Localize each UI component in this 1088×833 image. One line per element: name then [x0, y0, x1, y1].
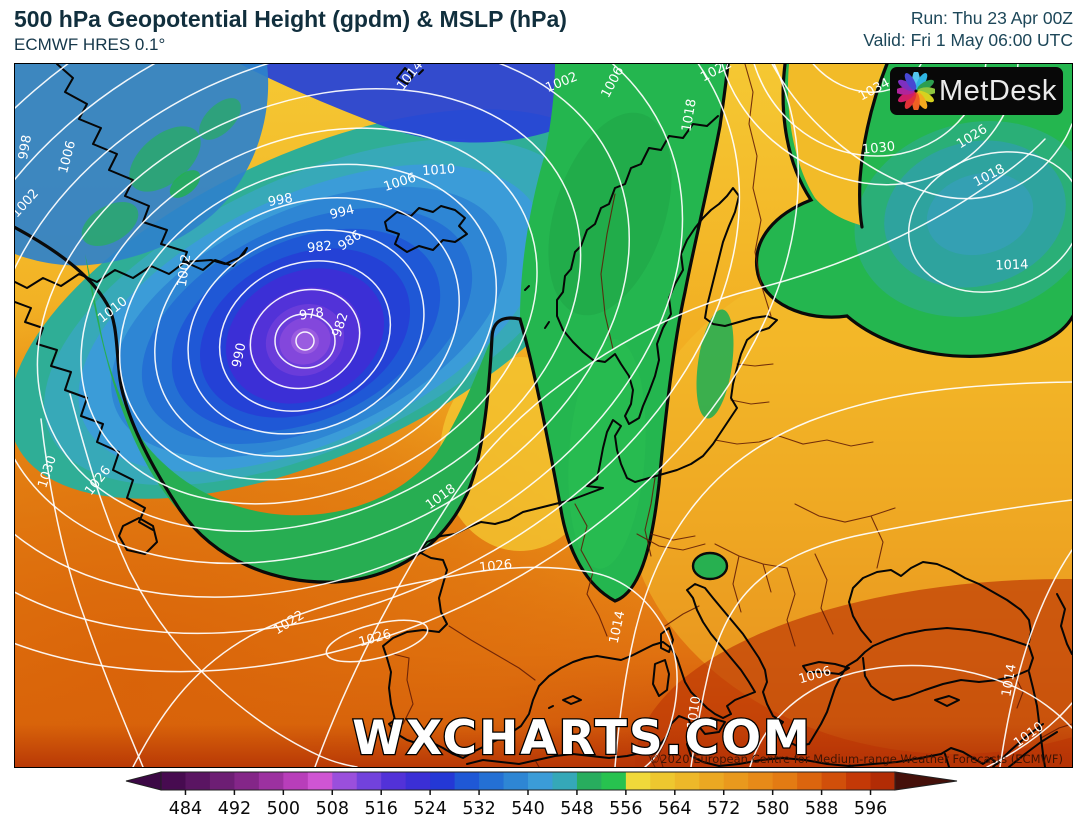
- run-valid-block: Run: Thu 23 Apr 00Z Valid: Fri 1 May 06:…: [863, 7, 1073, 51]
- svg-text:1026: 1026: [478, 557, 512, 575]
- svg-text:1010: 1010: [422, 162, 456, 179]
- svg-text:556: 556: [609, 799, 642, 819]
- svg-text:596: 596: [854, 799, 887, 819]
- svg-text:548: 548: [560, 799, 593, 819]
- height-colorbar: 484 492 500 508 516 524 532 540 548 556 564 572 580 5…: [125, 771, 958, 819]
- svg-text:998: 998: [16, 134, 35, 161]
- pinwheel-icon: [897, 72, 935, 110]
- svg-text:982: 982: [330, 311, 352, 339]
- run-time: Run: Thu 23 Apr 00Z: [910, 8, 1073, 28]
- model-subtitle: ECMWF HRES 0.1°: [14, 35, 166, 54]
- svg-text:540: 540: [511, 799, 544, 819]
- coastlines: [14, 63, 1073, 768]
- svg-text:1014: 1014: [999, 663, 1020, 698]
- svg-text:1014: 1014: [607, 610, 629, 645]
- page-title: 500 hPa Geopotential Height (gpdm) & MSL…: [14, 6, 567, 32]
- svg-text:1018: 1018: [679, 98, 700, 133]
- country-borders: [392, 63, 1073, 768]
- svg-text:508: 508: [316, 799, 349, 819]
- svg-text:982: 982: [307, 239, 333, 257]
- svg-text:1014: 1014: [995, 257, 1029, 273]
- svg-text:978: 978: [298, 305, 325, 323]
- svg-text:524: 524: [413, 799, 446, 819]
- svg-text:588: 588: [805, 799, 838, 819]
- svg-text:484: 484: [169, 799, 202, 819]
- svg-text:572: 572: [707, 799, 740, 819]
- metdesk-logo: MetDesk: [890, 67, 1063, 115]
- svg-text:500: 500: [267, 799, 300, 819]
- svg-text:532: 532: [462, 799, 495, 819]
- svg-text:990: 990: [230, 342, 250, 369]
- svg-text:580: 580: [756, 799, 789, 819]
- svg-text:998: 998: [267, 191, 294, 210]
- copyright-text: ©2020 European Centre for Medium-range W…: [649, 752, 1063, 766]
- svg-text:1002: 1002: [175, 253, 194, 288]
- svg-text:1010: 1010: [685, 695, 704, 730]
- svg-text:516: 516: [364, 799, 397, 819]
- isobar-contours: [0, 0, 1083, 768]
- logo-text: MetDesk: [939, 74, 1057, 107]
- valid-time: Valid: Fri 1 May 06:00 UTC: [863, 30, 1073, 50]
- svg-text:1030: 1030: [861, 139, 895, 157]
- svg-text:564: 564: [658, 799, 691, 819]
- watermark: WXCHARTS.COM: [352, 711, 812, 766]
- svg-text:492: 492: [218, 799, 251, 819]
- svg-text:994: 994: [328, 202, 356, 223]
